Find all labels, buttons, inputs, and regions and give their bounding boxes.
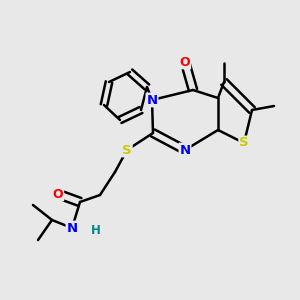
Text: O: O xyxy=(180,56,190,68)
Text: S: S xyxy=(239,136,249,149)
Text: N: N xyxy=(66,221,78,235)
Text: N: N xyxy=(179,143,191,157)
Text: H: H xyxy=(91,224,101,236)
Text: N: N xyxy=(146,94,158,106)
Text: O: O xyxy=(53,188,63,200)
Text: S: S xyxy=(122,143,132,157)
